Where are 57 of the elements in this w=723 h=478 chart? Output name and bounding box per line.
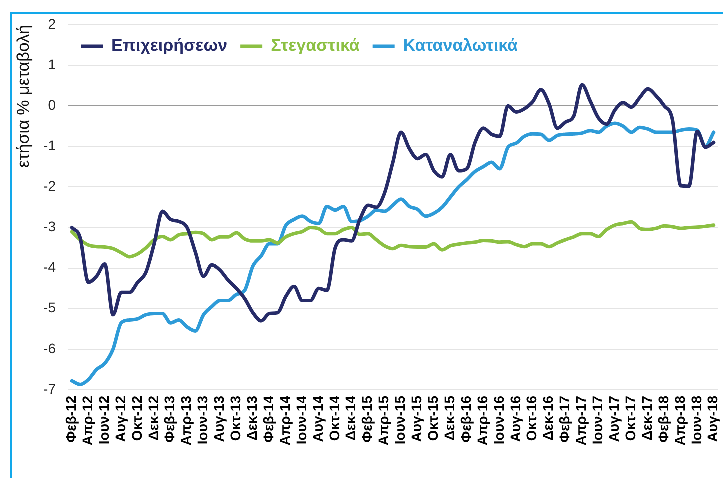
x-tick-label: Απρ-12 (79, 396, 96, 446)
x-tick-label: Οκτ-13 (228, 396, 244, 442)
line-series (70, 83, 716, 323)
x-tick-label: Δεκ-14 (342, 396, 359, 441)
x-tick-label: Αυγ-16 (507, 396, 524, 442)
x-tick-label: Απρ-16 (474, 396, 490, 446)
legend-label: Επιχειρήσεων (112, 36, 228, 56)
x-tick-label: Δεκ-13 (244, 396, 260, 441)
y-tick-label: -2 (44, 178, 56, 194)
x-tick-label: Αυγ-17 (606, 396, 622, 442)
x-tick-label: Οκτ-14 (326, 396, 342, 442)
x-tick-label: Αυγ-18 (704, 396, 721, 442)
x-tick-label: Φεβ-12 (62, 396, 79, 443)
x-tick-label: Απρ-17 (573, 396, 590, 446)
legend-label: Στεγαστικά (271, 36, 360, 56)
x-tick-label: Οκτ-12 (128, 396, 145, 442)
x-tick-label: Φεβ-18 (655, 396, 672, 443)
x-tick-label: Οκτ-15 (425, 396, 441, 442)
x-tick-label: Φεβ-17 (556, 396, 573, 443)
x-tick-label: Δεκ-17 (638, 396, 655, 441)
x-tick-label: Φεβ-15 (359, 396, 376, 443)
x-tick-label: Οκτ-17 (622, 396, 638, 442)
x-tick-label: Φεβ-16 (458, 396, 474, 443)
y-axis-title: ετήσια % μεταβολή (14, 25, 33, 168)
y-tick-label: 2 (48, 16, 56, 32)
x-tick-label: Ιουν-12 (96, 396, 112, 445)
y-tick-label: 0 (48, 96, 56, 113)
y-tick-label: -5 (44, 300, 56, 316)
x-tick-label: Απρ-18 (672, 396, 688, 446)
x-tick-label: Φεβ-13 (162, 396, 178, 443)
x-tick-label: Ιουν-14 (293, 396, 310, 445)
y-tick-label: -6 (44, 340, 56, 356)
x-tick-label: Απρ-14 (276, 396, 293, 446)
line-series (70, 122, 716, 386)
x-tick-label: Ιουν-15 (392, 396, 408, 445)
x-tick-label: Φεβ-14 (260, 396, 276, 443)
y-tick-label: -4 (44, 259, 56, 276)
y-tick-label: -1 (44, 138, 56, 154)
x-tick-label: Δεκ-16 (540, 396, 556, 441)
x-tick-label: Ιουν-16 (490, 396, 507, 445)
x-tick-label: Απρ-15 (376, 396, 392, 446)
x-tick-label: Αυγ-15 (408, 396, 425, 442)
x-tick-label: Απρ-13 (178, 396, 194, 446)
x-tick-label: Οκτ-16 (524, 396, 540, 442)
line-series (70, 220, 716, 259)
x-tick-label: Δεκ-15 (441, 396, 458, 441)
x-tick-label: Ιουν-13 (194, 396, 211, 445)
y-tick-label: -7 (44, 380, 56, 397)
x-tick-label: Αυγ-14 (310, 396, 326, 442)
x-tick-label: Ιουν-18 (688, 396, 704, 445)
x-tick-label: Αυγ-13 (211, 396, 228, 442)
x-tick-label: Ιουν-17 (590, 396, 606, 445)
x-tick-label: Δεκ-12 (145, 396, 162, 441)
y-tick-label: -3 (44, 218, 56, 235)
x-tick-label: Αυγ-12 (112, 396, 128, 442)
y-tick-label: 1 (48, 56, 56, 72)
legend-label: Καταναλωτικά (403, 36, 519, 56)
